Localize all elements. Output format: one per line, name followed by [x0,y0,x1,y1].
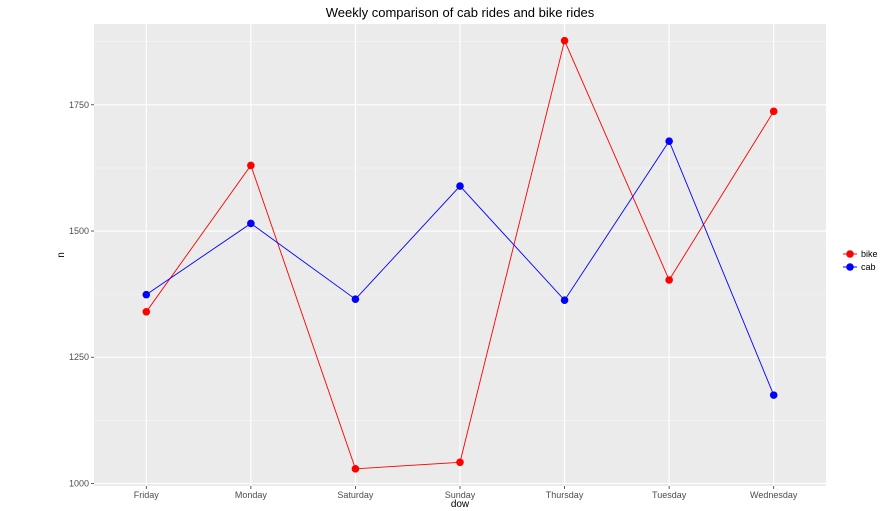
data-point-bike [351,465,360,473]
data-point-cab [351,295,360,303]
data-point-cab [142,290,151,299]
data-point-bike [142,308,151,316]
x-tick-label: Sunday [445,490,476,500]
legend-key-cab [846,263,854,271]
data-point-cab [665,137,673,145]
legend: bike cab [843,249,878,272]
x-tick-label: Wednesday [750,490,798,500]
x-axis-ticks: Friday Monday Saturday Sunday Thursday Tuesda… [134,486,798,500]
data-point-bike [247,161,255,170]
y-tick-label: 1250 [69,352,89,362]
grid [94,24,826,486]
x-tick-label: Saturday [337,490,374,500]
data-point-bike [769,107,778,116]
data-point-bike [665,276,673,284]
legend-label-cab: cab [861,262,876,272]
chart-title: Weekly comparison of cab rides and bike … [326,5,595,20]
y-tick-label: 1000 [69,478,89,488]
y-tick-label: 1500 [69,226,89,236]
series-points [142,36,778,473]
data-point-cab [456,182,464,190]
x-tick-label: Thursday [546,490,584,500]
data-point-bike [560,36,569,45]
x-axis-label: dow [451,499,470,510]
data-point-bike [456,458,464,467]
x-tick-label: Tuesday [652,490,687,500]
x-tick-label: Monday [235,490,268,500]
legend-key-bike [846,250,854,258]
y-axis-label: n [56,252,67,258]
y-axis-ticks: 1000 1250 1500 1750 [69,100,94,488]
legend-label-bike: bike [861,249,878,259]
data-point-cab [247,219,255,228]
x-tick-label: Friday [134,490,160,500]
data-point-cab [560,296,569,304]
y-tick-label: 1750 [69,100,89,110]
data-point-cab [769,391,778,399]
